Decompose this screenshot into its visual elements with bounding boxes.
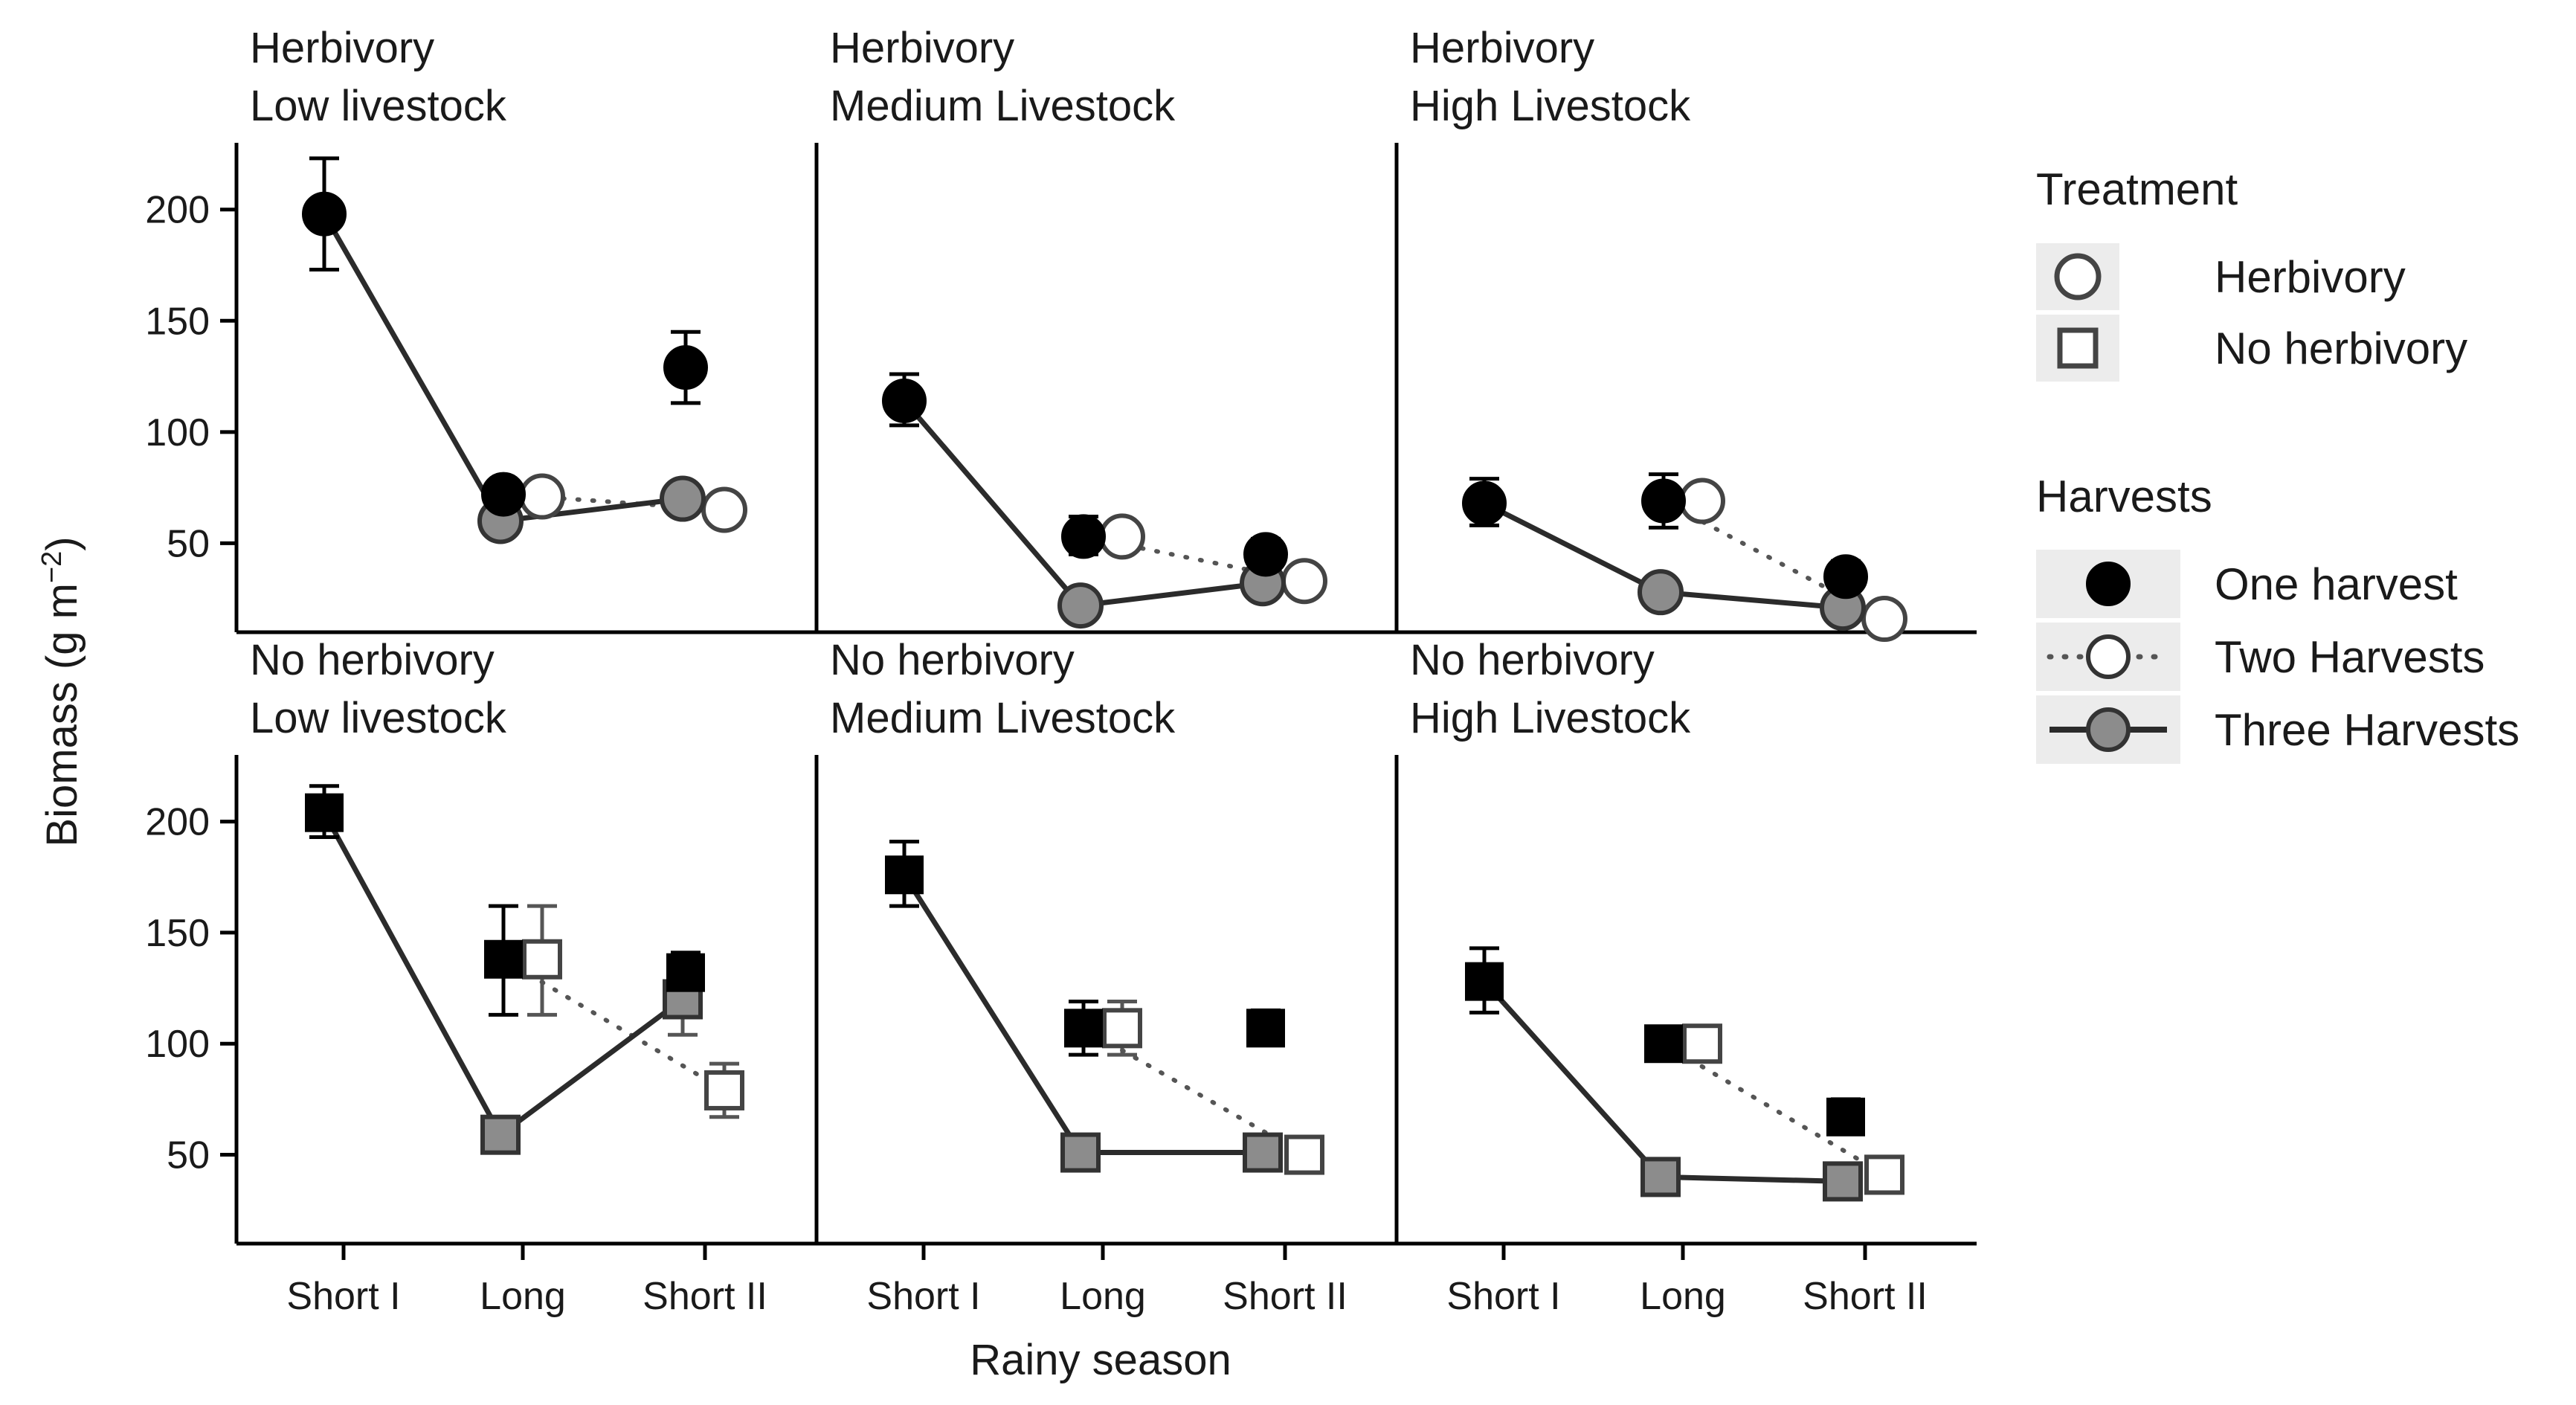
panel-5: No herbivory Medium Livestock Short I Long S…: [814, 636, 1397, 1318]
one-harvest-point: [1246, 1009, 1285, 1048]
legend-treatment-items: Herbivory No herbivory: [2036, 243, 2467, 382]
two-harvests-point: [519, 473, 565, 520]
panel-strip-line1: Herbivory: [1410, 24, 1594, 72]
x-tick-label: Long: [480, 1275, 566, 1318]
one-harvest-point: [305, 793, 344, 832]
panel-1: Herbivory Low livestock 50 100 150 200: [145, 24, 817, 634]
x-tick-label: Short I: [1446, 1275, 1560, 1318]
y-tick-label: 50: [167, 1134, 210, 1177]
three-harvests-point: [1823, 1161, 1863, 1202]
x-tick-label: Short II: [1223, 1275, 1347, 1318]
two-harvests-line: [1661, 1041, 1887, 1177]
panel-4: No herbivory Low livestock 50 100 150 200 Shor…: [145, 636, 817, 1318]
one-harvest-point: [1644, 1024, 1683, 1064]
legend-harvest-items: One harvest Two Harvests Three Harvests: [2036, 550, 2519, 764]
legend: Treatment Herbivory No herbivory Harvests…: [2036, 164, 2519, 764]
y-tick-label: 200: [145, 189, 210, 232]
one-harvest-point: [302, 191, 347, 237]
one-harvest-point: [484, 939, 523, 979]
legend-square-symbol: [2057, 327, 2099, 369]
legend-harvest-label: Two Harvests: [2215, 632, 2485, 682]
two-harvests-point: [1864, 1154, 1904, 1195]
one-harvest-point: [882, 378, 927, 423]
x-tick-label: Short II: [1803, 1275, 1928, 1318]
panel-6: No herbivory High Livestock Short I Long Sho…: [1394, 636, 1977, 1318]
three-harvests-line: [1482, 980, 1844, 1184]
x-tick-label: Short II: [643, 1275, 767, 1318]
legend-treatment-label: No herbivory: [2215, 324, 2467, 373]
three-harvests-point: [1057, 582, 1104, 629]
y-tick-label: 150: [145, 912, 210, 955]
legend-harvest-symbol: [2086, 707, 2131, 752]
one-harvest-point: [1465, 962, 1504, 1001]
panel-strip-line1: No herbivory: [830, 636, 1075, 684]
x-tick-label: Long: [1640, 1275, 1726, 1318]
legend-harvest-symbol: [2086, 562, 2131, 606]
y-tick-label: 150: [145, 300, 210, 343]
legend-title-treatment: Treatment: [2036, 164, 2238, 214]
two-harvests-point: [1281, 558, 1327, 605]
one-harvest-point: [1462, 480, 1507, 526]
panel-strip-line1: Herbivory: [250, 24, 434, 72]
legend-circle-symbol: [2054, 253, 2102, 300]
panel-2: Herbivory Medium Livestock: [814, 24, 1397, 634]
legend-title-harvests: Harvests: [2036, 472, 2212, 521]
three-harvests-point: [660, 475, 706, 522]
panel-strip-line1: Herbivory: [830, 24, 1014, 72]
y-tick-label: 50: [167, 522, 210, 565]
x-axis-title: Rainy season: [970, 1336, 1231, 1384]
y-tick-label: 100: [145, 411, 210, 454]
panel-3: Herbivory High Livestock: [1394, 24, 1977, 643]
two-harvests-point: [1679, 478, 1725, 524]
legend-treatment-label: Herbivory: [2215, 252, 2406, 302]
two-harvests-point: [1682, 1023, 1722, 1064]
panel-strip-line2: Low livestock: [250, 82, 507, 130]
x-tick-label: Long: [1060, 1275, 1146, 1318]
two-harvests-point: [522, 939, 562, 980]
y-axis-title: Biomass (g m−2): [36, 536, 86, 846]
one-harvest-point: [1823, 554, 1868, 599]
legend-harvest-label: One harvest: [2215, 559, 2458, 609]
three-harvests-point: [1638, 569, 1684, 616]
x-tick-label: Short I: [286, 1275, 400, 1318]
three-harvests-line: [902, 399, 1263, 608]
legend-harvest-symbol: [2086, 634, 2131, 679]
two-harvests-point: [1102, 1008, 1142, 1049]
panel-strip-line2: Low livestock: [250, 694, 507, 742]
three-harvests-point: [1243, 1132, 1283, 1173]
panel-strip-line2: High Livestock: [1410, 82, 1691, 130]
one-harvest-point: [663, 345, 708, 390]
y-tick-label: 200: [145, 801, 210, 844]
one-harvest-point: [1243, 532, 1288, 577]
one-harvest-point: [1826, 1097, 1865, 1136]
one-harvest-point: [1641, 478, 1686, 524]
panel-strip-line2: Medium Livestock: [830, 82, 1176, 130]
one-harvest-point: [885, 855, 924, 895]
panel-strip-line1: No herbivory: [1410, 636, 1655, 684]
two-harvests-point: [701, 486, 747, 533]
one-harvest-point: [1064, 1009, 1103, 1048]
one-harvest-point: [481, 472, 526, 517]
x-tick-label: Short I: [866, 1275, 980, 1318]
one-harvest-point: [666, 953, 705, 992]
three-harvests-point: [1640, 1157, 1681, 1197]
two-harvests-point: [1284, 1134, 1324, 1175]
two-harvests-point: [1861, 596, 1907, 643]
legend-harvest-label: Three Harvests: [2215, 705, 2519, 755]
panel-strip-line2: High Livestock: [1410, 694, 1691, 742]
one-harvest-point: [1061, 514, 1106, 559]
panel-strip-line1: No herbivory: [250, 636, 495, 684]
three-harvests-point: [480, 1114, 521, 1155]
y-tick-label: 100: [145, 1023, 210, 1066]
three-harvests-point: [1060, 1132, 1101, 1173]
panel-strip-line2: Medium Livestock: [830, 694, 1176, 742]
two-harvests-point: [1099, 513, 1145, 560]
two-harvests-point: [704, 1070, 744, 1110]
